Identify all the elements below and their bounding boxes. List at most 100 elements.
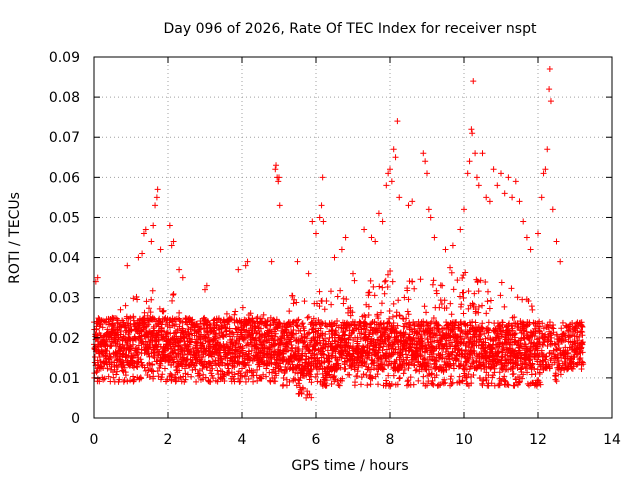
data-point [224, 361, 231, 368]
data-point [273, 316, 280, 323]
data-point [460, 310, 467, 317]
data-point [268, 369, 275, 376]
data-point [205, 352, 212, 359]
data-point [325, 352, 332, 359]
data-point [174, 327, 181, 334]
data-point [175, 350, 182, 357]
data-point [239, 304, 246, 311]
data-point [203, 322, 210, 329]
data-point [313, 351, 320, 358]
data-point [332, 327, 339, 334]
data-point [217, 367, 224, 374]
data-point [116, 356, 123, 363]
data-point [334, 357, 341, 364]
data-point [106, 355, 113, 362]
data-point [237, 378, 244, 385]
data-point [272, 333, 279, 340]
data-point [232, 308, 239, 315]
data-point [277, 338, 284, 345]
data-point [148, 296, 155, 303]
data-point [494, 182, 501, 189]
data-point [242, 378, 249, 385]
data-point [289, 361, 296, 368]
data-point [316, 303, 323, 310]
data-point [239, 343, 246, 350]
x-tick-label: 2 [164, 432, 173, 448]
data-point [120, 333, 127, 340]
data-point [520, 218, 527, 225]
data-point [243, 342, 250, 349]
data-point [295, 365, 302, 372]
data-point [390, 300, 397, 307]
data-point [385, 319, 392, 326]
data-point [278, 366, 285, 373]
data-point [298, 389, 305, 396]
data-point [405, 202, 412, 209]
chart-title: Day 096 of 2026, Rate Of TEC Index for r… [164, 21, 537, 37]
data-point [254, 377, 261, 384]
data-point [553, 238, 560, 245]
data-point [424, 170, 430, 177]
data-point [205, 334, 212, 341]
data-point [364, 382, 371, 389]
data-point [308, 326, 315, 333]
data-point [425, 206, 432, 213]
data-point [458, 301, 465, 308]
data-point [389, 278, 396, 285]
data-point [130, 364, 137, 371]
data-point [229, 336, 236, 343]
y-axis-label: ROTI / TECUs [7, 192, 23, 284]
data-point [361, 226, 368, 233]
data-point [338, 337, 345, 344]
data-point [546, 86, 553, 93]
data-point [496, 369, 503, 376]
data-point [141, 309, 148, 316]
data-point [319, 348, 326, 355]
data-point [314, 371, 321, 378]
data-point [182, 361, 189, 368]
data-point [184, 371, 191, 378]
data-point [150, 368, 157, 375]
data-point [176, 367, 183, 374]
data-point [209, 365, 216, 372]
data-point [404, 308, 411, 315]
data-point [218, 356, 225, 363]
data-point [272, 330, 279, 337]
data-point [273, 162, 280, 169]
data-point [329, 350, 336, 357]
data-point [334, 365, 341, 372]
data-point [529, 306, 536, 313]
data-point [295, 380, 302, 387]
data-point [241, 335, 248, 342]
data-point [94, 368, 101, 375]
data-point [134, 363, 141, 370]
data-point [303, 394, 310, 401]
data-point [411, 285, 418, 292]
data-point [304, 342, 311, 349]
data-point [386, 308, 393, 315]
data-point [441, 297, 448, 304]
data-point [219, 333, 226, 340]
data-point [395, 297, 402, 304]
data-point [404, 378, 411, 385]
data-point [394, 118, 401, 125]
data-point [162, 333, 169, 340]
data-point [229, 342, 236, 349]
data-point [450, 286, 457, 293]
x-tick-labels: 0 2 4 6 8 10 12 14 [90, 432, 621, 448]
data-point [447, 300, 454, 307]
data-point [235, 324, 242, 331]
data-point [302, 350, 309, 357]
data-point [508, 285, 515, 292]
data-point [169, 349, 176, 356]
data-point [134, 349, 141, 356]
data-point [100, 364, 107, 371]
data-point [472, 150, 479, 157]
data-point [448, 311, 455, 318]
data-point [199, 362, 206, 369]
data-point [322, 322, 329, 329]
data-point [232, 325, 239, 332]
data-point [149, 287, 156, 294]
data-point [323, 382, 330, 389]
